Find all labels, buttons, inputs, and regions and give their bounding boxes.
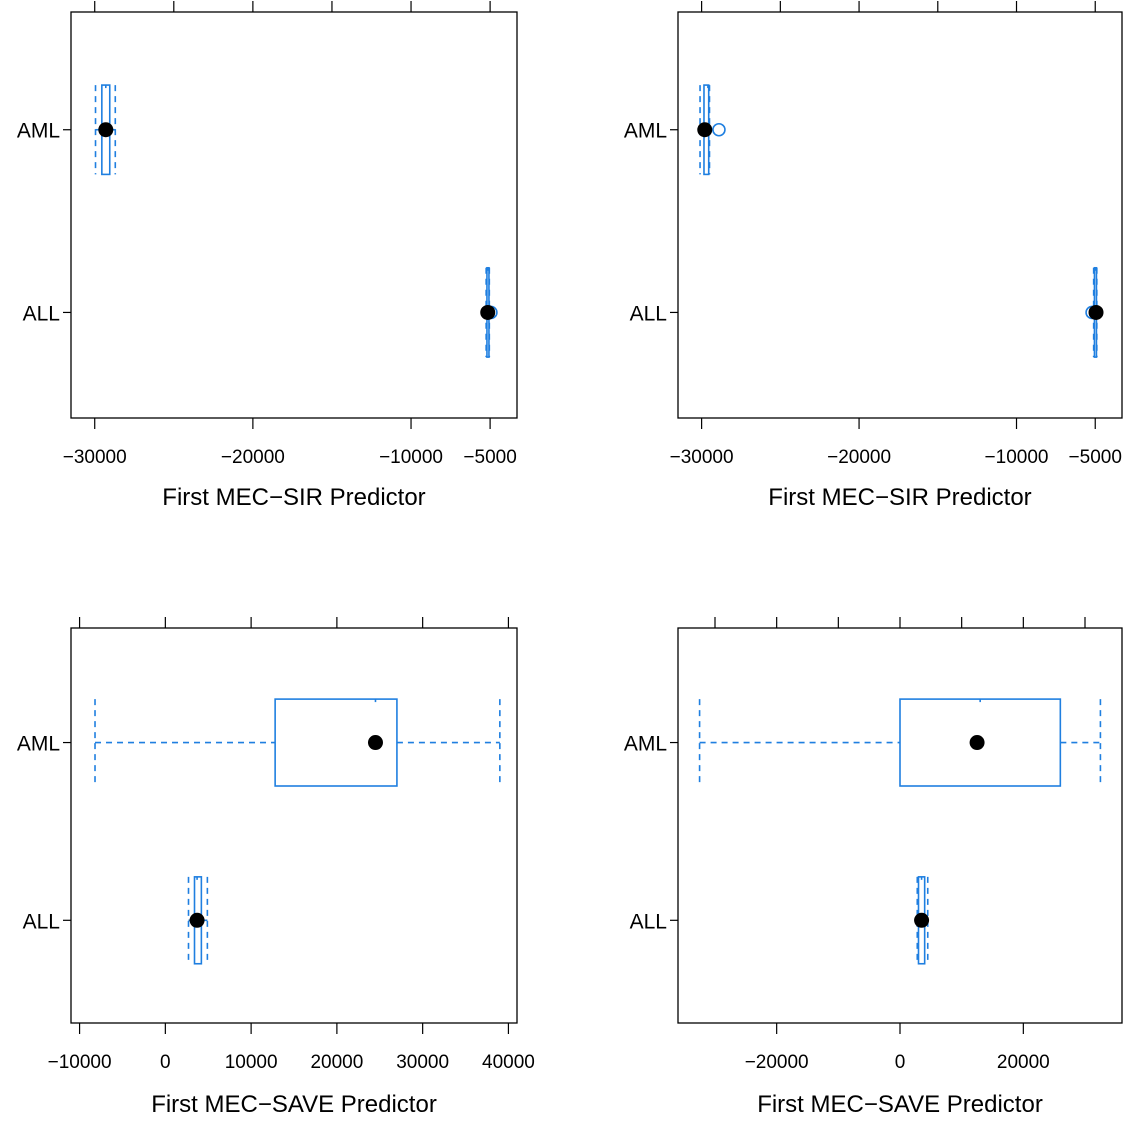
x-tick-label: −30000 <box>63 447 127 468</box>
mean-point <box>367 735 383 751</box>
panel-top-right: −30000 −20000 −10000 −5000 First MEC−SIR Pre… <box>624 1 1123 511</box>
plot-frame <box>70 11 518 419</box>
plot-frame <box>70 627 518 1024</box>
category-label: AML <box>17 733 60 756</box>
mean-point <box>969 735 985 751</box>
category-label: ALL <box>23 302 60 325</box>
category-label: ALL <box>630 910 667 933</box>
x-tick-label: 10000 <box>225 1052 278 1073</box>
x-axis-label: First MEC−SIR Predictor <box>768 484 1031 511</box>
x-tick-label: 30000 <box>396 1052 449 1073</box>
plot-frame <box>677 11 1123 419</box>
box-iqr <box>274 698 398 787</box>
panel-bottom-right: −20000 0 20000 First MEC−SAVE Predictor AML A… <box>624 617 1123 1118</box>
box-all <box>187 876 209 965</box>
box-all <box>1085 266 1104 358</box>
x-tick-label: 0 <box>895 1052 906 1073</box>
x-axis-label: First MEC−SAVE Predictor <box>151 1091 437 1118</box>
mean-point <box>1088 304 1104 320</box>
box-aml <box>94 84 117 176</box>
mean-point <box>697 122 713 138</box>
x-axis-label: First MEC−SIR Predictor <box>162 484 425 511</box>
x-tick-label: −10000 <box>985 447 1049 468</box>
category-label: AML <box>624 120 667 143</box>
x-tick-label: −10000 <box>48 1052 112 1073</box>
x-tick-label: 20000 <box>997 1052 1050 1073</box>
x-axis-label: First MEC−SAVE Predictor <box>757 1091 1043 1118</box>
mean-point <box>480 304 496 320</box>
category-label: AML <box>17 120 60 143</box>
box-all <box>480 266 498 358</box>
plot-frame <box>677 627 1123 1024</box>
x-tick-label: −20000 <box>221 447 285 468</box>
outlier-point <box>712 122 726 137</box>
x-tick-label: −20000 <box>827 447 891 468</box>
x-tick-label: 0 <box>160 1052 171 1073</box>
box-aml <box>94 698 501 787</box>
mean-point <box>98 122 114 138</box>
x-tick-label: −10000 <box>379 447 443 468</box>
x-tick-label: −5000 <box>463 447 516 468</box>
x-tick-label: −5000 <box>1069 447 1122 468</box>
x-tick-label: 20000 <box>310 1052 363 1073</box>
box-all <box>914 876 930 965</box>
category-label: AML <box>624 733 667 756</box>
box-aml <box>698 698 1102 787</box>
category-label: ALL <box>630 302 667 325</box>
panel-top-left: −30000 −20000 −10000 −5000 First MEC−SIR Pre… <box>17 1 518 511</box>
panel-bottom-left: −10000 0 10000 20000 30000 40000 First MEC−SAV… <box>17 617 535 1118</box>
mean-point <box>189 912 205 928</box>
x-tick-label: 40000 <box>482 1052 535 1073</box>
mean-point <box>914 912 930 928</box>
x-tick-label: −20000 <box>745 1052 809 1073</box>
x-tick-label: −30000 <box>670 447 734 468</box>
box-aml <box>697 84 726 176</box>
category-label: ALL <box>23 910 60 933</box>
